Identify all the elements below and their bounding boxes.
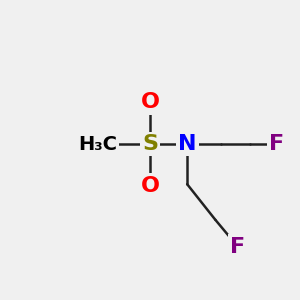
Text: O: O [140, 92, 160, 112]
Text: O: O [140, 176, 160, 196]
Text: F: F [269, 134, 284, 154]
Text: S: S [142, 134, 158, 154]
Text: H₃C: H₃C [79, 135, 118, 154]
Text: F: F [230, 237, 245, 256]
Text: N: N [178, 134, 196, 154]
